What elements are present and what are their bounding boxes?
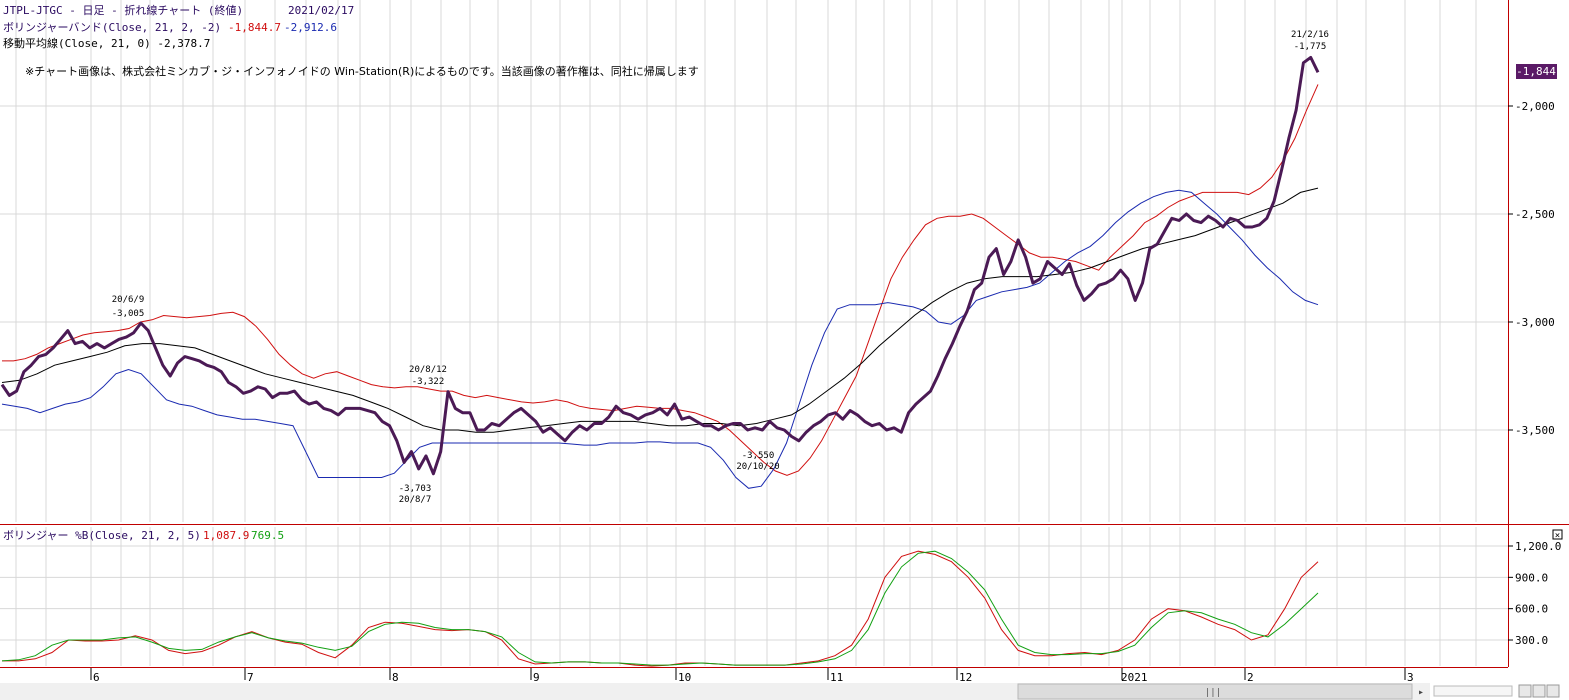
zoom-slider[interactable] <box>1433 685 1513 697</box>
annotation-label: -3,550 <box>742 451 775 461</box>
x-tick-label: 8 <box>392 671 399 684</box>
zoom-in-button[interactable] <box>1518 684 1532 698</box>
percent-b-label: ボリンジャー %B(Close, 21, 2, 5) <box>3 529 201 542</box>
lower-band-line <box>1 189 1319 489</box>
bollinger-upper-value: -1,844.7 <box>228 21 281 34</box>
scrollbar-grip-icon: ||| <box>1205 688 1221 698</box>
ma-label: 移動平均線(Close, 21, 0) -2,378.7 <box>3 36 210 50</box>
annotation-value: -3,322 <box>412 377 445 387</box>
annotation-label: 21/2/16 <box>1291 30 1329 40</box>
zoom-fit-button[interactable] <box>1546 684 1560 698</box>
scroll-right-arrow-icon[interactable]: ▸ <box>1418 687 1424 698</box>
y-tick-label: 900.0 <box>1515 571 1548 584</box>
close-icon: × <box>1555 531 1560 541</box>
percent-b-line-2 <box>1 550 1319 666</box>
pb-grid <box>0 527 1508 666</box>
x-tick-label: 12 <box>959 671 972 684</box>
price-badge-bg <box>1516 64 1557 79</box>
x-tick-label: 3 <box>1407 671 1414 684</box>
y-tick-labels: -2,000 -2,500 -3,000 -3,500 1,200.0 900.0 600.… <box>1508 100 1561 647</box>
chart-date: 2021/02/17 <box>288 4 354 17</box>
y-tick-label: -2,000 <box>1515 100 1555 113</box>
x-tick-label: 2021 <box>1121 671 1148 684</box>
bollinger-lower-value: -2,912.6 <box>284 21 337 34</box>
percent-b-value1: 1,087.9 <box>203 529 249 542</box>
main-grid <box>0 0 1508 522</box>
price-line <box>0 55 1320 476</box>
scrollbar-thumb[interactable] <box>1017 683 1413 700</box>
x-tick-label: 6 <box>93 671 100 684</box>
annotation-value: 20/8/7 <box>399 495 432 505</box>
copyright-note: ※チャート画像は、株式会社ミンカブ・ジ・インフォノイドの Win-Station… <box>25 64 699 78</box>
y-tick-label: 1,200.0 <box>1515 540 1561 553</box>
moving-average-line <box>1 187 1319 433</box>
zoom-out-button[interactable] <box>1532 684 1546 698</box>
main-series <box>0 55 1320 489</box>
bollinger-label: ボリンジャーバンド(Close, 21, 2, -2) <box>3 21 221 34</box>
x-tick-label: 11 <box>830 671 843 684</box>
y-tick-label: 600.0 <box>1515 603 1548 616</box>
chart-title: JTPL-JTGC - 日足 - 折れ線チャート (終値) <box>3 3 243 17</box>
annotation-value: -1,775 <box>1294 42 1327 52</box>
price-badge: -1,844 <box>1516 65 1556 78</box>
panel-close-button[interactable]: × <box>1552 529 1563 541</box>
y-tick-label: -2,500 <box>1515 208 1555 221</box>
x-tick-labels: 6 7 8 9 10 11 12 2021 2 3 <box>90 668 1414 684</box>
annotation-label: 20/6/9 <box>112 295 145 305</box>
x-tick-label: 2 <box>1247 671 1254 684</box>
annotation-label: 20/8/12 <box>409 365 447 375</box>
y-tick-label: -3,000 <box>1515 316 1555 329</box>
x-tick-label: 10 <box>678 671 691 684</box>
pb-series <box>1 550 1319 667</box>
y-tick-label: 300.0 <box>1515 634 1548 647</box>
x-tick-label: 9 <box>533 671 540 684</box>
annotation-value: 20/10/20 <box>736 462 779 472</box>
y-tick-label: -3,500 <box>1515 424 1555 437</box>
annotation-label: -3,703 <box>399 484 432 494</box>
annotation-value: -3,005 <box>112 309 145 319</box>
x-tick-label: 7 <box>247 671 254 684</box>
percent-b-value2: 769.5 <box>251 529 284 542</box>
